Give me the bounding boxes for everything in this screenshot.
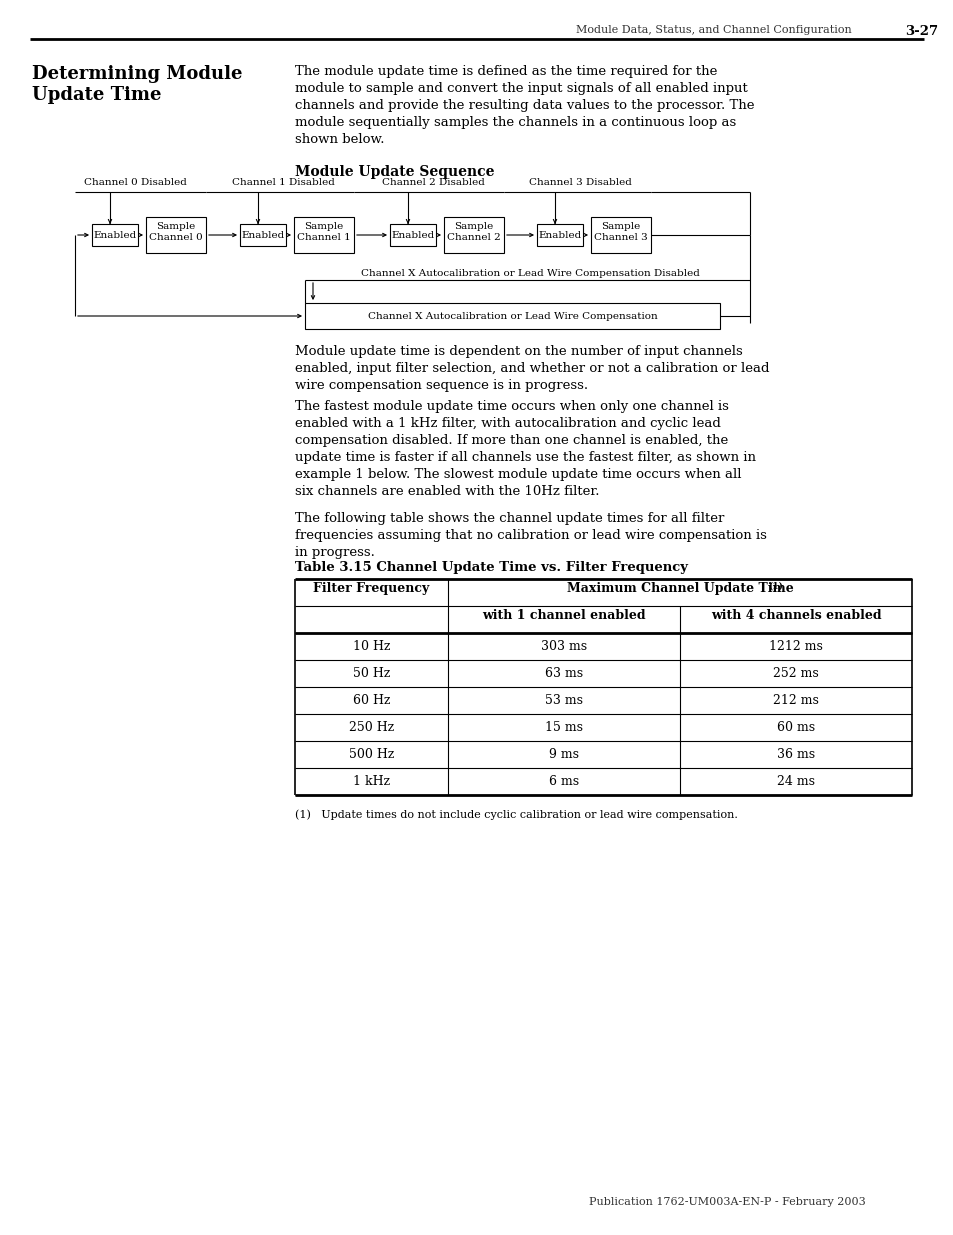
- Text: with 1 channel enabled: with 1 channel enabled: [481, 609, 645, 622]
- Text: 303 ms: 303 ms: [540, 640, 586, 653]
- Text: 50 Hz: 50 Hz: [353, 667, 390, 680]
- Text: 36 ms: 36 ms: [776, 748, 814, 761]
- Text: 500 Hz: 500 Hz: [349, 748, 394, 761]
- Text: 3-27: 3-27: [904, 25, 937, 38]
- Text: update time is faster if all channels use the fastest filter, as shown in: update time is faster if all channels us…: [294, 451, 755, 464]
- Text: enabled, input filter selection, and whether or not a calibration or lead: enabled, input filter selection, and whe…: [294, 362, 769, 375]
- Bar: [91, 224, 138, 246]
- Text: Table 3.15 Channel Update Time vs. Filter Frequency: Table 3.15 Channel Update Time vs. Filte…: [294, 561, 687, 574]
- Text: Sample
Channel 2: Sample Channel 2: [447, 222, 500, 242]
- Text: 60 ms: 60 ms: [776, 721, 814, 734]
- Text: module sequentially samples the channels in a continuous loop as: module sequentially samples the channels…: [294, 116, 736, 128]
- Text: Enabled: Enabled: [537, 231, 581, 240]
- Bar: [294, 217, 354, 253]
- Text: 1 kHz: 1 kHz: [353, 776, 390, 788]
- Text: compensation disabled. If more than one channel is enabled, the: compensation disabled. If more than one …: [294, 433, 727, 447]
- Text: (1): (1): [767, 582, 782, 592]
- Text: 6 ms: 6 ms: [548, 776, 578, 788]
- Text: 63 ms: 63 ms: [544, 667, 582, 680]
- Bar: [305, 303, 720, 329]
- Bar: [443, 217, 503, 253]
- Text: 53 ms: 53 ms: [544, 694, 582, 706]
- Text: with 4 channels enabled: with 4 channels enabled: [710, 609, 881, 622]
- Text: six channels are enabled with the 10Hz filter.: six channels are enabled with the 10Hz f…: [294, 485, 598, 498]
- Text: wire compensation sequence is in progress.: wire compensation sequence is in progres…: [294, 379, 587, 391]
- Bar: [537, 224, 582, 246]
- Text: Module Data, Status, and Channel Configuration: Module Data, Status, and Channel Configu…: [576, 25, 851, 35]
- Text: 10 Hz: 10 Hz: [353, 640, 390, 653]
- Text: The following table shows the channel update times for all filter: The following table shows the channel up…: [294, 513, 723, 525]
- Text: Channel 0 Disabled: Channel 0 Disabled: [84, 178, 186, 186]
- Text: Filter Frequency: Filter Frequency: [313, 582, 429, 595]
- Text: 1212 ms: 1212 ms: [768, 640, 822, 653]
- Text: The fastest module update time occurs when only one channel is: The fastest module update time occurs wh…: [294, 400, 728, 412]
- Text: Channel X Autocalibration or Lead Wire Compensation: Channel X Autocalibration or Lead Wire C…: [367, 311, 657, 321]
- Text: enabled with a 1 kHz filter, with autocalibration and cyclic lead: enabled with a 1 kHz filter, with autoca…: [294, 417, 720, 430]
- Text: 24 ms: 24 ms: [776, 776, 814, 788]
- Text: Channel 2 Disabled: Channel 2 Disabled: [381, 178, 484, 186]
- Text: Sample
Channel 0: Sample Channel 0: [149, 222, 203, 242]
- Text: Sample
Channel 1: Sample Channel 1: [296, 222, 351, 242]
- Text: 9 ms: 9 ms: [548, 748, 578, 761]
- Bar: [146, 217, 206, 253]
- Text: 15 ms: 15 ms: [544, 721, 582, 734]
- Text: 60 Hz: 60 Hz: [353, 694, 390, 706]
- Text: Enabled: Enabled: [93, 231, 136, 240]
- Text: Determining Module
Update Time: Determining Module Update Time: [32, 65, 242, 104]
- Bar: [390, 224, 436, 246]
- Bar: [590, 217, 650, 253]
- Text: 212 ms: 212 ms: [772, 694, 818, 706]
- Text: Sample
Channel 3: Sample Channel 3: [594, 222, 647, 242]
- Text: in progress.: in progress.: [294, 546, 375, 559]
- Bar: [240, 224, 286, 246]
- Text: Channel 1 Disabled: Channel 1 Disabled: [232, 178, 335, 186]
- Text: Maximum Channel Update Time: Maximum Channel Update Time: [566, 582, 793, 595]
- Text: Channel X Autocalibration or Lead Wire Compensation Disabled: Channel X Autocalibration or Lead Wire C…: [360, 269, 699, 278]
- Text: 250 Hz: 250 Hz: [349, 721, 394, 734]
- Text: example 1 below. The slowest module update time occurs when all: example 1 below. The slowest module upda…: [294, 468, 740, 480]
- Text: 252 ms: 252 ms: [772, 667, 818, 680]
- Text: Enabled: Enabled: [241, 231, 284, 240]
- Text: frequencies assuming that no calibration or lead wire compensation is: frequencies assuming that no calibration…: [294, 529, 766, 542]
- Text: shown below.: shown below.: [294, 133, 384, 146]
- Text: Channel 3 Disabled: Channel 3 Disabled: [528, 178, 631, 186]
- Text: Enabled: Enabled: [391, 231, 435, 240]
- Text: Module update time is dependent on the number of input channels: Module update time is dependent on the n…: [294, 345, 742, 358]
- Text: Module Update Sequence: Module Update Sequence: [294, 165, 494, 179]
- Text: channels and provide the resulting data values to the processor. The: channels and provide the resulting data …: [294, 99, 754, 112]
- Text: module to sample and convert the input signals of all enabled input: module to sample and convert the input s…: [294, 82, 747, 95]
- Text: Publication 1762-UM003A-EN-P - February 2003: Publication 1762-UM003A-EN-P - February …: [588, 1197, 864, 1207]
- Text: The module update time is defined as the time required for the: The module update time is defined as the…: [294, 65, 717, 78]
- Text: (1)   Update times do not include cyclic calibration or lead wire compensation.: (1) Update times do not include cyclic c…: [294, 809, 737, 820]
